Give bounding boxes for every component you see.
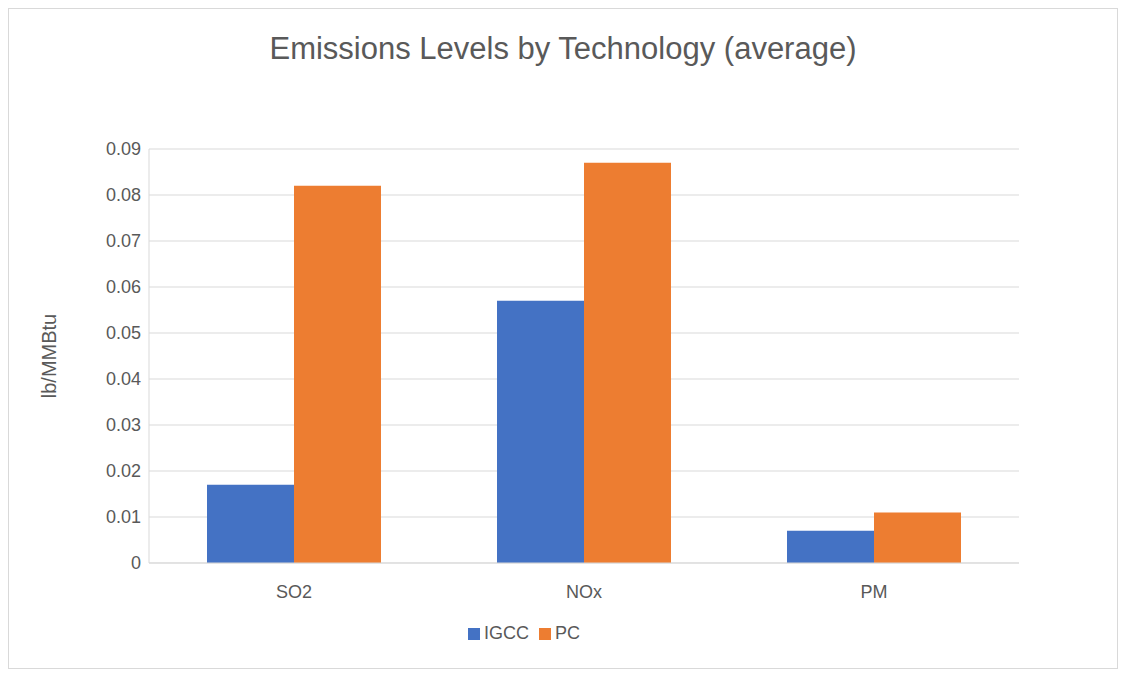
svg-text:PM: PM [861,582,888,602]
svg-text:0.02: 0.02 [106,461,141,481]
html-text:PC: PC [555,623,580,643]
svg-text:0.01: 0.01 [106,507,141,527]
svg-text:0.07: 0.07 [106,231,141,251]
svg-text:NOx: NOx [566,582,602,602]
svg-text:0.08: 0.08 [106,185,141,205]
html-text:Emissions Levels by Technology: Emissions Levels by Technology (average) [269,31,857,66]
svg-text:0.04: 0.04 [106,369,141,389]
html-text:IGCC: IGCC [484,623,529,643]
svg-text:lb/MMBtu: lb/MMBtu [38,314,60,398]
svg-text:0: 0 [131,553,141,573]
svg-text:0.03: 0.03 [106,415,141,435]
svg-text:0.05: 0.05 [106,323,141,343]
svg-text:0.06: 0.06 [106,277,141,297]
svg-text:SO2: SO2 [276,582,312,602]
svg-text:0.09: 0.09 [106,139,141,159]
